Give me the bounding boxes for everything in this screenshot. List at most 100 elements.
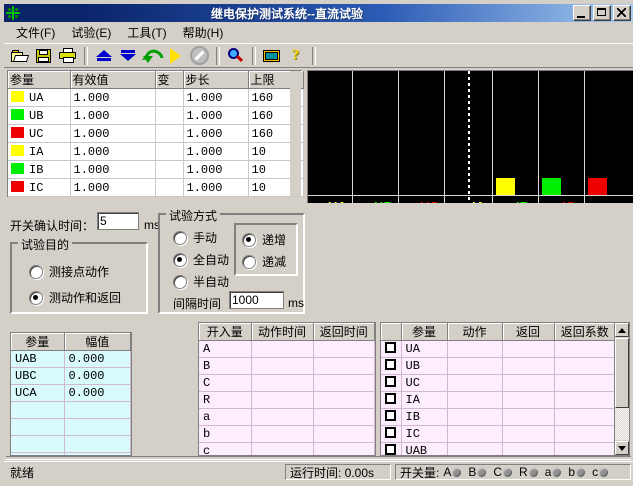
row-checkbox[interactable] — [385, 342, 397, 353]
chart-cursor-line[interactable] — [468, 71, 470, 203]
table-row[interactable]: IA — [381, 391, 616, 409]
cell-change[interactable] — [155, 178, 184, 197]
cell-change[interactable] — [155, 88, 184, 107]
table-row[interactable] — [11, 435, 131, 453]
table-row[interactable]: UCA 0.000 — [11, 384, 131, 402]
move-down-button[interactable] — [116, 45, 139, 67]
cell-limit[interactable]: 10 — [248, 178, 304, 197]
table-row[interactable]: IC — [381, 425, 616, 443]
cell-limit[interactable]: 160 — [248, 106, 304, 125]
cell-coef[interactable] — [554, 442, 616, 455]
open-button[interactable] — [8, 45, 31, 67]
col-change[interactable]: 变 — [155, 71, 184, 89]
table-row[interactable]: UAB 0.000 — [11, 350, 131, 368]
col-input-qty[interactable]: 开入量 — [199, 323, 252, 341]
radio-decrease[interactable]: 递减 — [242, 253, 286, 270]
cell-rms[interactable]: 1.000 — [70, 160, 156, 179]
calculator-button[interactable] — [260, 45, 283, 67]
cell-value[interactable]: 0.000 — [64, 367, 131, 385]
col-result-check[interactable] — [381, 323, 402, 341]
cell-step[interactable]: 1.000 — [183, 178, 249, 197]
start-button[interactable] — [164, 45, 187, 67]
cell-checkbox[interactable] — [381, 425, 402, 443]
table-row[interactable]: UC 1.000 1.000 160 — [8, 124, 304, 143]
table-row[interactable] — [11, 452, 131, 455]
cell-checkbox[interactable] — [381, 391, 402, 409]
cell-action[interactable] — [447, 442, 503, 455]
cell-param[interactable]: UA — [8, 88, 71, 107]
table-row[interactable]: IC 1.000 1.000 10 — [8, 178, 304, 197]
cell-change[interactable] — [155, 124, 184, 143]
col-result-coef[interactable]: 返回系数 — [554, 323, 616, 341]
cell-action-time[interactable] — [251, 340, 314, 358]
cell-param[interactable]: IB — [8, 160, 71, 179]
move-up-button[interactable] — [92, 45, 115, 67]
table-row[interactable]: UA 1.000 1.000 160 — [8, 88, 304, 107]
cell-param[interactable] — [11, 401, 65, 419]
table-row[interactable]: UAB — [381, 442, 616, 455]
amplitude-table[interactable]: 参量 幅值 UAB 0.000 UBC 0.000 UCA 0.000 — [10, 332, 132, 456]
row-checkbox[interactable] — [385, 393, 397, 404]
table-row[interactable]: UA — [381, 340, 616, 358]
table-row[interactable]: UBC 0.000 — [11, 367, 131, 385]
col-amp-param[interactable]: 参量 — [11, 333, 65, 351]
maximize-button[interactable] — [593, 5, 611, 21]
table-row[interactable] — [11, 401, 131, 419]
cell-return[interactable] — [502, 391, 555, 409]
cell-step[interactable]: 1.000 — [183, 124, 249, 143]
cell-param[interactable] — [11, 418, 65, 436]
cell-param[interactable]: UAB — [11, 350, 65, 368]
close-button[interactable] — [613, 5, 631, 21]
waveform-chart[interactable]: UA UB UC IA IB IC — [307, 70, 633, 203]
table-row[interactable]: IA 1.000 1.000 10 — [8, 142, 304, 161]
table-row[interactable]: IB — [381, 408, 616, 426]
menu-file[interactable]: 文件(F) — [16, 25, 56, 40]
table-row[interactable]: UB — [381, 357, 616, 375]
cell-checkbox[interactable] — [381, 340, 402, 358]
cell-param[interactable]: UC — [8, 124, 71, 143]
radio-manual[interactable]: 手动 — [173, 229, 217, 246]
radio-semi-auto[interactable]: 半自动 — [173, 273, 229, 290]
table-row[interactable]: b — [199, 425, 375, 443]
cell-rms[interactable]: 1.000 — [70, 178, 156, 197]
cell-return-time[interactable] — [313, 357, 375, 375]
cell-coef[interactable] — [554, 391, 616, 409]
cell-input-qty[interactable]: b — [199, 425, 252, 443]
cell-param[interactable] — [11, 452, 65, 455]
cell-return-time[interactable] — [313, 408, 375, 426]
cell-return-time[interactable] — [313, 340, 375, 358]
cell-action[interactable] — [447, 408, 503, 426]
cell-param[interactable]: UB — [8, 106, 71, 125]
table-row[interactable]: C — [199, 374, 375, 392]
cell-param[interactable]: IC — [8, 178, 71, 197]
zoom-button[interactable] — [224, 45, 247, 67]
cell-coef[interactable] — [554, 374, 616, 392]
cell-param[interactable]: UAB — [401, 442, 448, 455]
print-button[interactable] — [56, 45, 79, 67]
parameter-grid-scroll-area[interactable] — [290, 71, 301, 196]
col-step[interactable]: 步长 — [183, 71, 249, 89]
switch-confirm-input[interactable]: 5 — [97, 212, 139, 230]
cell-param[interactable]: UA — [401, 340, 448, 358]
cell-checkbox[interactable] — [381, 357, 402, 375]
undo-button[interactable] — [140, 45, 167, 71]
radio-measure-contact[interactable]: 测接点动作 — [29, 263, 109, 280]
scrollbar-thumb[interactable] — [615, 338, 629, 408]
result-table-scrollbar[interactable] — [614, 323, 629, 455]
result-table[interactable]: 参量 动作 返回 返回系数 UA UB UC IA IB IC UAB — [380, 322, 630, 456]
cell-input-qty[interactable]: B — [199, 357, 252, 375]
cell-checkbox[interactable] — [381, 408, 402, 426]
cell-rms[interactable]: 1.000 — [70, 124, 156, 143]
cell-step[interactable]: 1.000 — [183, 142, 249, 161]
row-checkbox[interactable] — [385, 410, 397, 421]
cell-return[interactable] — [502, 425, 555, 443]
table-row[interactable]: c — [199, 442, 375, 455]
cell-action-time[interactable] — [251, 374, 314, 392]
cell-coef[interactable] — [554, 340, 616, 358]
cell-return-time[interactable] — [313, 442, 375, 455]
cell-rms[interactable]: 1.000 — [70, 88, 156, 107]
cell-action[interactable] — [447, 340, 503, 358]
scroll-down-button[interactable] — [615, 441, 629, 455]
col-result-action[interactable]: 动作 — [447, 323, 503, 341]
